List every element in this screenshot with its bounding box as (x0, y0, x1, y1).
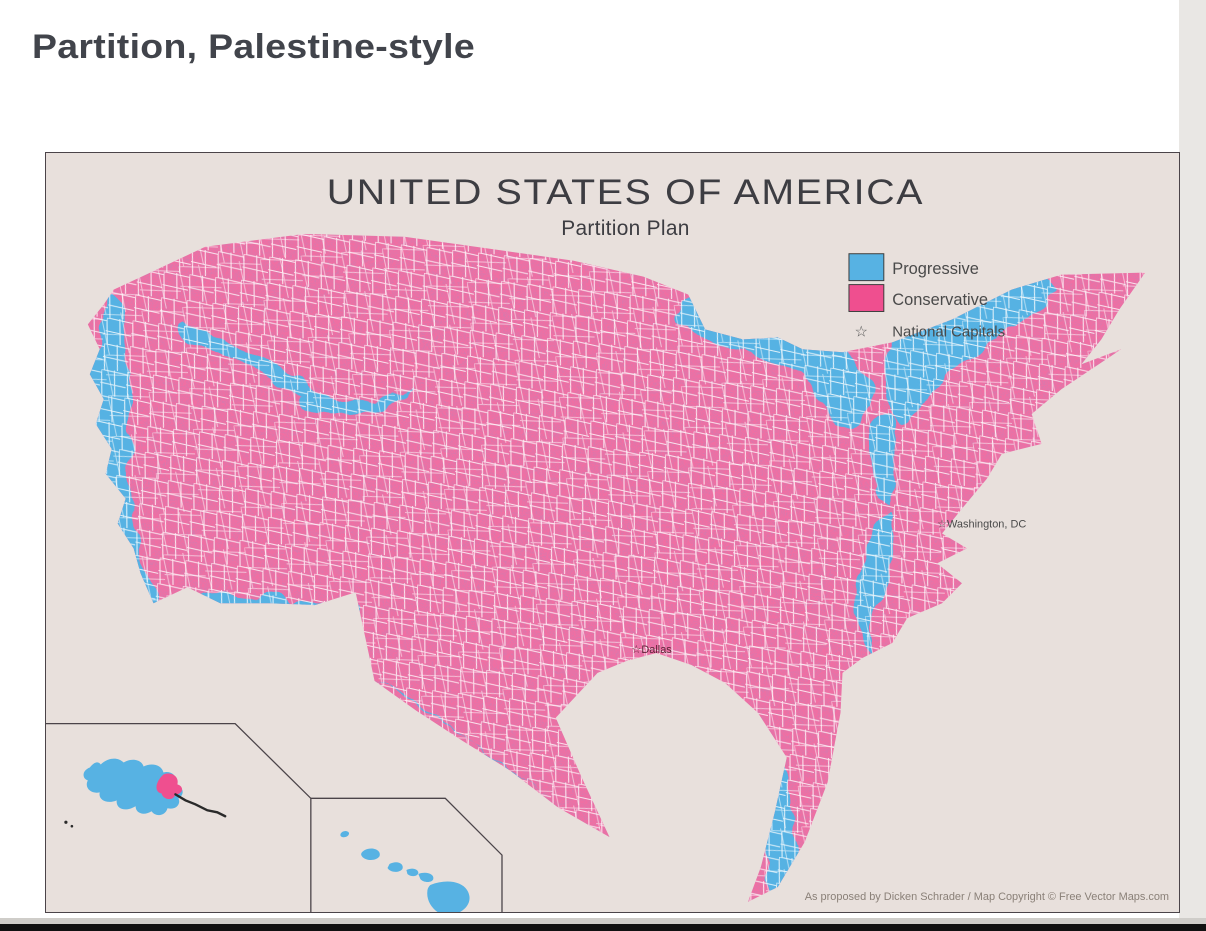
svg-text:☆: ☆ (937, 519, 947, 531)
svg-text:Partition Plan: Partition Plan (561, 217, 689, 240)
svg-text:Washington, DC: Washington, DC (947, 519, 1026, 531)
svg-text:Conservative: Conservative (892, 291, 988, 309)
svg-text:UNITED STATES OF AMERICA: UNITED STATES OF AMERICA (327, 173, 924, 212)
svg-text:As proposed by Dicken Schrader: As proposed by Dicken Schrader / Map Cop… (805, 891, 1169, 903)
svg-text:Dallas: Dallas (641, 644, 672, 656)
svg-text:National Capitals: National Capitals (892, 323, 1005, 340)
svg-text:☆: ☆ (854, 323, 867, 340)
svg-text:☆: ☆ (631, 644, 641, 656)
svg-text:Progressive: Progressive (892, 260, 979, 278)
